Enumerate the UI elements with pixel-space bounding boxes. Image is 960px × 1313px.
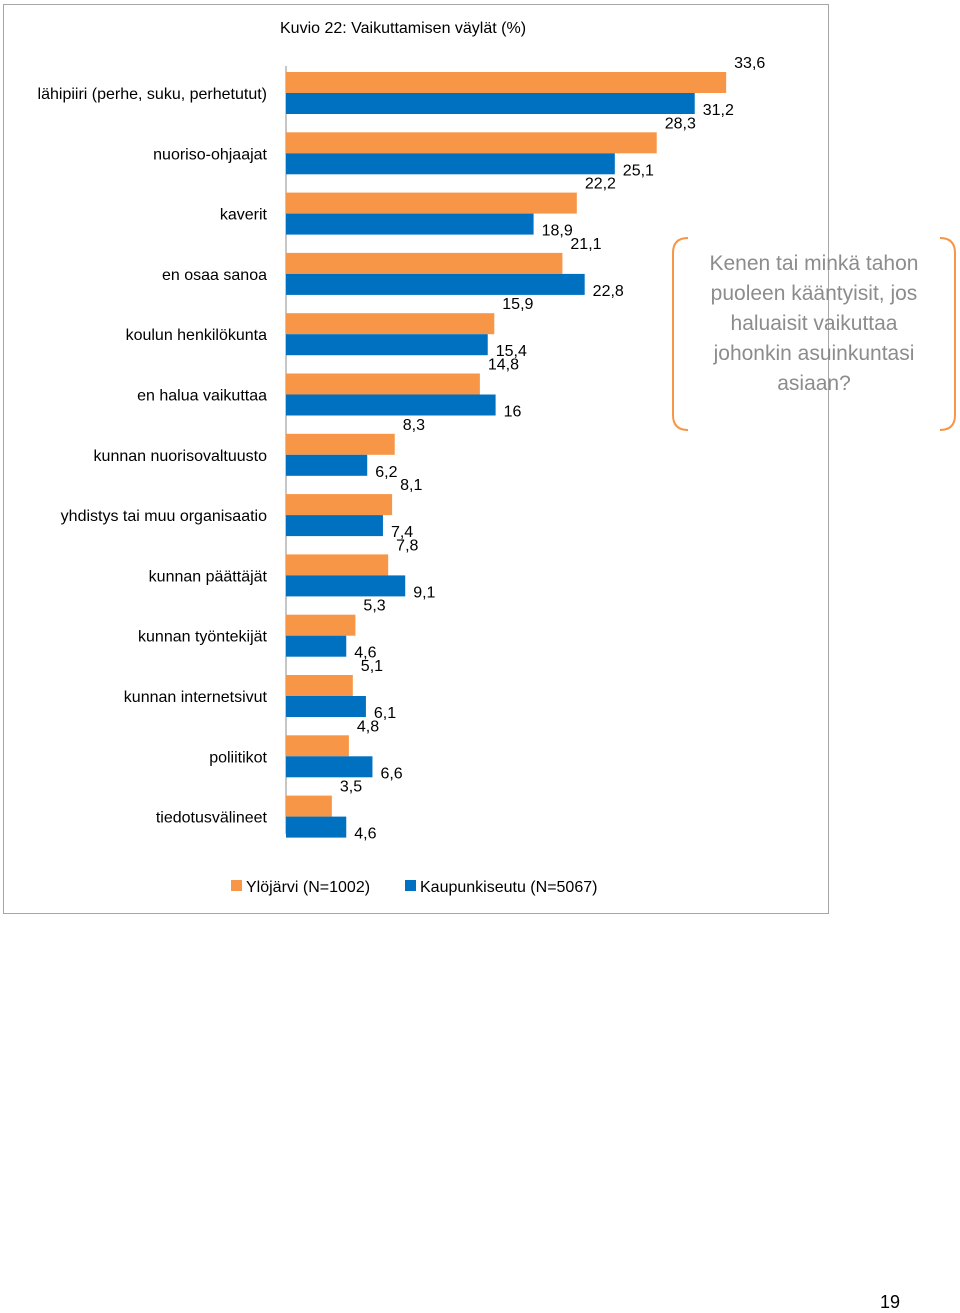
- data-label: 31,2: [703, 102, 734, 119]
- bar-ylojarvi: [286, 313, 495, 335]
- question-callout: Kenen tai minkä tahon puoleen kääntyisit…: [672, 237, 956, 431]
- callout-line: haluaisit vaikuttaa: [730, 312, 898, 335]
- callout-text: Kenen tai minkä tahon puoleen kääntyisit…: [672, 249, 956, 399]
- data-label: 33,6: [734, 55, 765, 72]
- bar-kaupunkiseutu: [286, 756, 373, 778]
- bar-ylojarvi: [286, 433, 395, 455]
- callout-line: Kenen tai minkä tahon: [709, 252, 919, 275]
- data-label: 22,2: [585, 176, 616, 193]
- data-label: 7,8: [396, 537, 418, 554]
- category-label: kunnan nuorisovaltuusto: [94, 448, 268, 465]
- page-number: 19: [880, 1292, 901, 1312]
- bar-kaupunkiseutu: [286, 394, 496, 416]
- data-label: 16: [504, 404, 522, 421]
- category-label: nuoriso-ohjaajat: [153, 146, 267, 163]
- callout-right-bracket: [939, 237, 956, 431]
- legend-swatch-kaupunkiseutu: [405, 880, 416, 891]
- bar-ylojarvi: [286, 675, 353, 696]
- data-label: 5,3: [363, 598, 385, 615]
- category-label: kunnan työntekijät: [138, 629, 268, 646]
- bar-kaupunkiseutu: [286, 635, 347, 657]
- bar-ylojarvi: [286, 494, 393, 516]
- bar-ylojarvi: [286, 554, 389, 576]
- bar-ylojarvi: [286, 72, 727, 93]
- data-label: 15,4: [496, 343, 527, 360]
- data-label: 21,1: [570, 236, 601, 253]
- bar-kaupunkiseutu: [286, 153, 615, 175]
- data-label: 4,8: [357, 718, 379, 735]
- data-label: 6,1: [374, 705, 396, 722]
- category-label: kaverit: [220, 207, 268, 224]
- data-label: 8,1: [400, 477, 422, 494]
- data-label: 3,5: [340, 779, 362, 796]
- category-label: en halua vaikuttaa: [137, 388, 267, 405]
- category-label: kunnan internetsivut: [124, 689, 268, 706]
- category-label: kunnan päättäjät: [149, 568, 268, 585]
- callout-left-bracket: [672, 237, 689, 431]
- bar-chart: lähipiiri (perhe, suku, perhetutut) 33,6 3…: [38, 55, 766, 896]
- data-label: 5,1: [361, 658, 383, 675]
- callout-line: asiaan?: [777, 372, 851, 395]
- category-label: en osaa sanoa: [162, 267, 267, 284]
- bar-ylojarvi: [286, 192, 577, 214]
- data-label: 18,9: [542, 223, 573, 240]
- bar-kaupunkiseutu: [286, 454, 368, 476]
- bar-kaupunkiseutu: [286, 696, 366, 717]
- category-label: koulun henkilökunta: [126, 327, 268, 344]
- data-label: 25,1: [623, 162, 654, 179]
- legend-label: Ylöjärvi (N=1002): [246, 879, 370, 896]
- data-label: 14,8: [488, 357, 519, 374]
- callout-brackets: [672, 237, 956, 431]
- legend-label: Kaupunkiseutu (N=5067): [420, 879, 597, 896]
- bar-ylojarvi: [286, 795, 332, 817]
- bar-kaupunkiseutu: [286, 213, 534, 235]
- bar-kaupunkiseutu: [286, 816, 347, 838]
- category-label: tiedotusvälineet: [156, 810, 268, 827]
- data-label: 4,6: [354, 645, 376, 662]
- bar-kaupunkiseutu: [286, 515, 383, 537]
- bar-kaupunkiseutu: [286, 334, 488, 356]
- bar-kaupunkiseutu: [286, 273, 585, 295]
- bar-ylojarvi: [286, 614, 356, 636]
- data-label: 28,3: [665, 115, 696, 132]
- data-label: 9,1: [413, 584, 435, 601]
- callout-line: johonkin asuinkuntasi: [713, 342, 915, 365]
- data-label: 22,8: [593, 283, 624, 300]
- bar-ylojarvi: [286, 735, 349, 757]
- bar-ylojarvi: [286, 252, 563, 274]
- bar-kaupunkiseutu: [286, 575, 406, 597]
- category-label: poliitikot: [209, 749, 267, 766]
- data-label: 8,3: [403, 417, 425, 434]
- chart-title: Kuvio 22: Vaikuttamisen väylät (%): [280, 20, 527, 37]
- callout-line: puoleen kääntyisit, jos: [710, 282, 918, 305]
- data-label: 7,4: [391, 524, 413, 541]
- data-label: 6,6: [380, 765, 402, 782]
- category-label: lähipiiri (perhe, suku, perhetutut): [38, 86, 267, 103]
- legend-swatch-ylojarvi: [231, 880, 242, 891]
- category-label: yhdistys tai muu organisaatio: [61, 508, 267, 525]
- bar-kaupunkiseutu: [286, 93, 695, 114]
- bar-ylojarvi: [286, 132, 657, 154]
- data-label: 15,9: [502, 296, 533, 313]
- data-label: 4,6: [354, 826, 376, 843]
- data-label: 6,2: [375, 464, 397, 481]
- bar-ylojarvi: [286, 373, 480, 395]
